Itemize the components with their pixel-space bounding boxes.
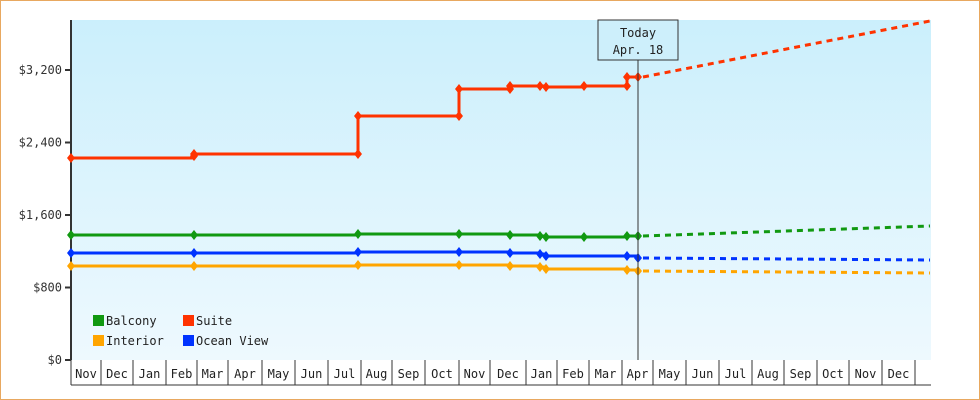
data-point[interactable]: [455, 229, 463, 239]
x-axis: Nov Dec Jan Feb Mar Apr May Jun Jul Aug Sep Oct Nov D…: [70, 360, 931, 386]
x-tick-label: Jan: [531, 367, 553, 381]
x-tick-label: Jun: [692, 367, 714, 381]
legend: Balcony Suite Interior Ocean View: [93, 314, 269, 348]
data-point[interactable]: [623, 81, 631, 91]
data-point[interactable]: [455, 111, 463, 121]
data-point[interactable]: [580, 81, 588, 91]
legend-swatch: [93, 335, 104, 346]
data-point[interactable]: [506, 230, 514, 240]
data-point[interactable]: [536, 262, 544, 272]
data-point[interactable]: [67, 261, 75, 271]
legend-item-balcony[interactable]: Balcony: [93, 314, 157, 328]
y-tick-label: $800: [33, 281, 62, 295]
data-point[interactable]: [455, 247, 463, 257]
y-tick-label: $2,400: [19, 136, 62, 150]
data-point[interactable]: [542, 251, 550, 261]
x-tick-label: Dec: [888, 367, 910, 381]
x-tick-label: Feb: [562, 367, 584, 381]
data-point[interactable]: [354, 111, 362, 121]
x-tick-label: Jul: [334, 367, 356, 381]
data-point[interactable]: [580, 232, 588, 242]
data-point[interactable]: [536, 249, 544, 259]
legend-swatch: [183, 335, 194, 346]
data-point[interactable]: [354, 229, 362, 239]
legend-swatch: [93, 315, 104, 326]
y-tick-label: $0: [48, 353, 62, 367]
legend-label: Suite: [196, 314, 232, 328]
x-tick-label: Dec: [497, 367, 519, 381]
x-tick-label: Jul: [725, 367, 747, 381]
today-marker: Today Apr. 18: [597, 19, 679, 360]
series-lines: [67, 19, 931, 276]
series-interior: [67, 260, 931, 276]
legend-swatch: [183, 315, 194, 326]
data-point[interactable]: [506, 81, 514, 91]
x-tick-label: Mar: [202, 367, 224, 381]
x-tick-label: Jun: [301, 367, 323, 381]
data-point[interactable]: [455, 84, 463, 94]
x-tick-label: Nov: [75, 367, 97, 381]
x-tick-label: Jan: [139, 367, 161, 381]
data-point[interactable]: [190, 261, 198, 271]
x-tick-label: Nov: [464, 367, 486, 381]
x-tick-label: May: [659, 367, 681, 381]
data-point[interactable]: [536, 231, 544, 241]
series-suite: [67, 19, 931, 163]
data-point[interactable]: [190, 149, 198, 159]
legend-item-ocean-view[interactable]: Ocean View: [183, 334, 269, 348]
data-point[interactable]: [190, 248, 198, 258]
legend-label: Balcony: [106, 314, 157, 328]
data-point[interactable]: [623, 265, 631, 275]
legend-label: Interior: [106, 334, 164, 348]
x-tick-label: Aug: [757, 367, 779, 381]
x-tick-label: Dec: [106, 367, 128, 381]
x-tick-label: Feb: [171, 367, 193, 381]
data-point[interactable]: [506, 261, 514, 271]
series-ocean-view: [67, 247, 931, 263]
data-point[interactable]: [67, 153, 75, 163]
data-point[interactable]: [455, 260, 463, 270]
data-point[interactable]: [542, 232, 550, 242]
x-tick-label: Apr: [234, 367, 256, 381]
y-axis: $0 $800 $1,600 $2,400 $3,200: [19, 20, 72, 367]
legend-item-interior[interactable]: Interior: [93, 334, 164, 348]
x-tick-label: May: [268, 367, 290, 381]
data-point[interactable]: [623, 231, 631, 241]
x-tick-label: Oct: [822, 367, 844, 381]
x-tick-label: Aug: [366, 367, 388, 381]
data-point[interactable]: [67, 230, 75, 240]
x-tick-label: Sep: [790, 367, 812, 381]
data-point[interactable]: [354, 247, 362, 257]
data-point[interactable]: [542, 264, 550, 274]
plot-area: [71, 20, 931, 360]
x-tick-label: Apr: [627, 367, 649, 381]
data-point[interactable]: [506, 248, 514, 258]
series-balcony: [67, 224, 931, 242]
data-point[interactable]: [190, 230, 198, 240]
x-tick-label: Sep: [398, 367, 420, 381]
x-tick-label: Oct: [431, 367, 453, 381]
data-point[interactable]: [542, 82, 550, 92]
legend-item-suite[interactable]: Suite: [183, 314, 232, 328]
data-point[interactable]: [354, 149, 362, 159]
data-point[interactable]: [536, 81, 544, 91]
today-label: Today: [620, 26, 656, 40]
data-point[interactable]: [354, 260, 362, 270]
x-tick-label: Mar: [595, 367, 617, 381]
y-tick-label: $3,200: [19, 63, 62, 77]
y-tick-label: $1,600: [19, 208, 62, 222]
data-point[interactable]: [67, 248, 75, 258]
legend-label: Ocean View: [196, 334, 269, 348]
x-tick-label: Nov: [855, 367, 877, 381]
today-date: Apr. 18: [613, 43, 664, 57]
data-point[interactable]: [623, 72, 631, 82]
data-point[interactable]: [623, 251, 631, 261]
